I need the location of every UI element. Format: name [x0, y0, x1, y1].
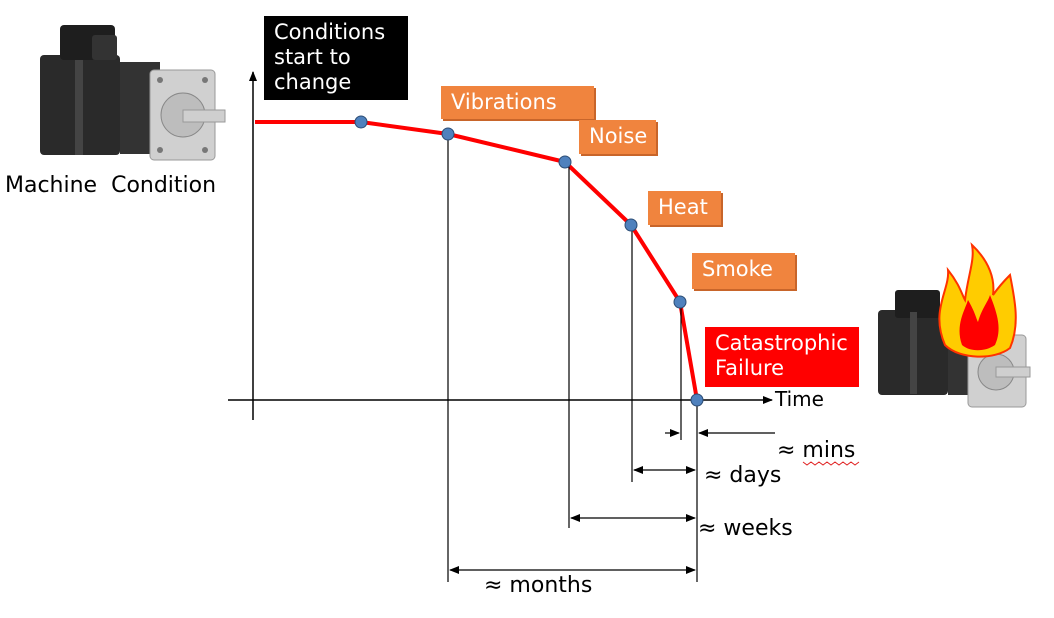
mins-label: ≈ mins	[777, 438, 856, 463]
drop-lines	[447, 134, 698, 582]
point-vibrations	[441, 127, 455, 141]
spellcheck-underline	[802, 461, 860, 466]
vibrations-label: Vibrations	[441, 86, 594, 119]
weeks-label: ≈ weeks	[698, 516, 793, 541]
servo-motor-icon	[40, 25, 226, 161]
condition-curve	[255, 120, 699, 401]
catastrophic-failure-label: Catastrophic Failure	[705, 327, 859, 387]
point-noise	[558, 155, 572, 169]
machine-condition-label: Machine Condition	[5, 173, 217, 198]
servo-motor-on-fire-icon	[878, 242, 1031, 408]
days-label: ≈ days	[704, 463, 782, 488]
months-label: ≈ months	[484, 573, 593, 598]
noise-label: Noise	[579, 120, 656, 154]
time-axis-label: Time	[775, 387, 824, 411]
point-heat	[624, 218, 638, 232]
point-failure	[690, 393, 704, 407]
smoke-label: Smoke	[692, 253, 795, 289]
curve-points	[354, 115, 704, 407]
heat-label: Heat	[648, 191, 721, 225]
point-start	[354, 115, 368, 129]
point-smoke	[673, 295, 687, 309]
conditions-change-label: Conditions start to change	[264, 16, 408, 100]
